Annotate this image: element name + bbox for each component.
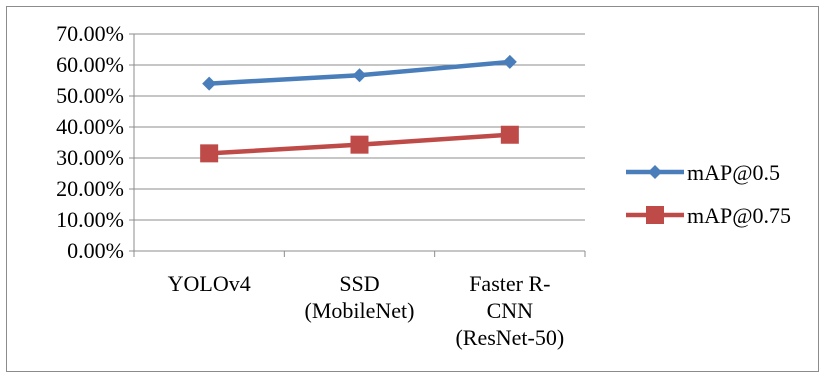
data-point	[202, 76, 217, 91]
y-tick-label: 40.00%	[56, 114, 124, 139]
y-tick-label: 30.00%	[56, 145, 124, 170]
data-point	[500, 125, 519, 144]
y-tick-label: 50.00%	[56, 83, 124, 108]
legend-item-map-0-5: mAP@0.5	[626, 160, 780, 185]
legend-label: mAP@0.5	[687, 160, 780, 185]
data-point	[502, 54, 517, 69]
axes	[129, 33, 586, 257]
series	[200, 54, 519, 163]
y-tick-label: 60.00%	[56, 52, 124, 77]
data-point	[352, 68, 367, 83]
legend-label: mAP@0.75	[687, 203, 791, 228]
x-axis-tick-labels: YOLOv4 SSD (MobileNet) Faster R-CNN (ResNet-…	[168, 271, 565, 350]
legend-marker	[646, 206, 664, 224]
series-map-0-5	[202, 54, 517, 91]
data-point	[200, 144, 219, 163]
legend-item-map-0-75: mAP@0.75	[626, 203, 791, 228]
y-tick-label: 20.00%	[56, 176, 124, 201]
y-tick-label: 70.00%	[56, 21, 124, 46]
x-tick-label: Faster R-CNN (ResNet-50)	[455, 271, 564, 350]
y-tick-label: 0.00%	[67, 238, 124, 263]
x-tick-label: SSD (MobileNet)	[305, 271, 415, 323]
y-tick-label: 10.00%	[56, 207, 124, 232]
y-axis-tick-labels: 0.00% 10.00% 20.00% 30.00% 40.00% 50.00% 60.00…	[56, 21, 124, 263]
data-point	[350, 135, 369, 154]
series-map-0-75	[200, 125, 519, 163]
legend: mAP@0.5 mAP@0.75	[626, 160, 791, 228]
legend-marker	[648, 165, 662, 179]
x-tick-label: YOLOv4	[168, 271, 251, 296]
